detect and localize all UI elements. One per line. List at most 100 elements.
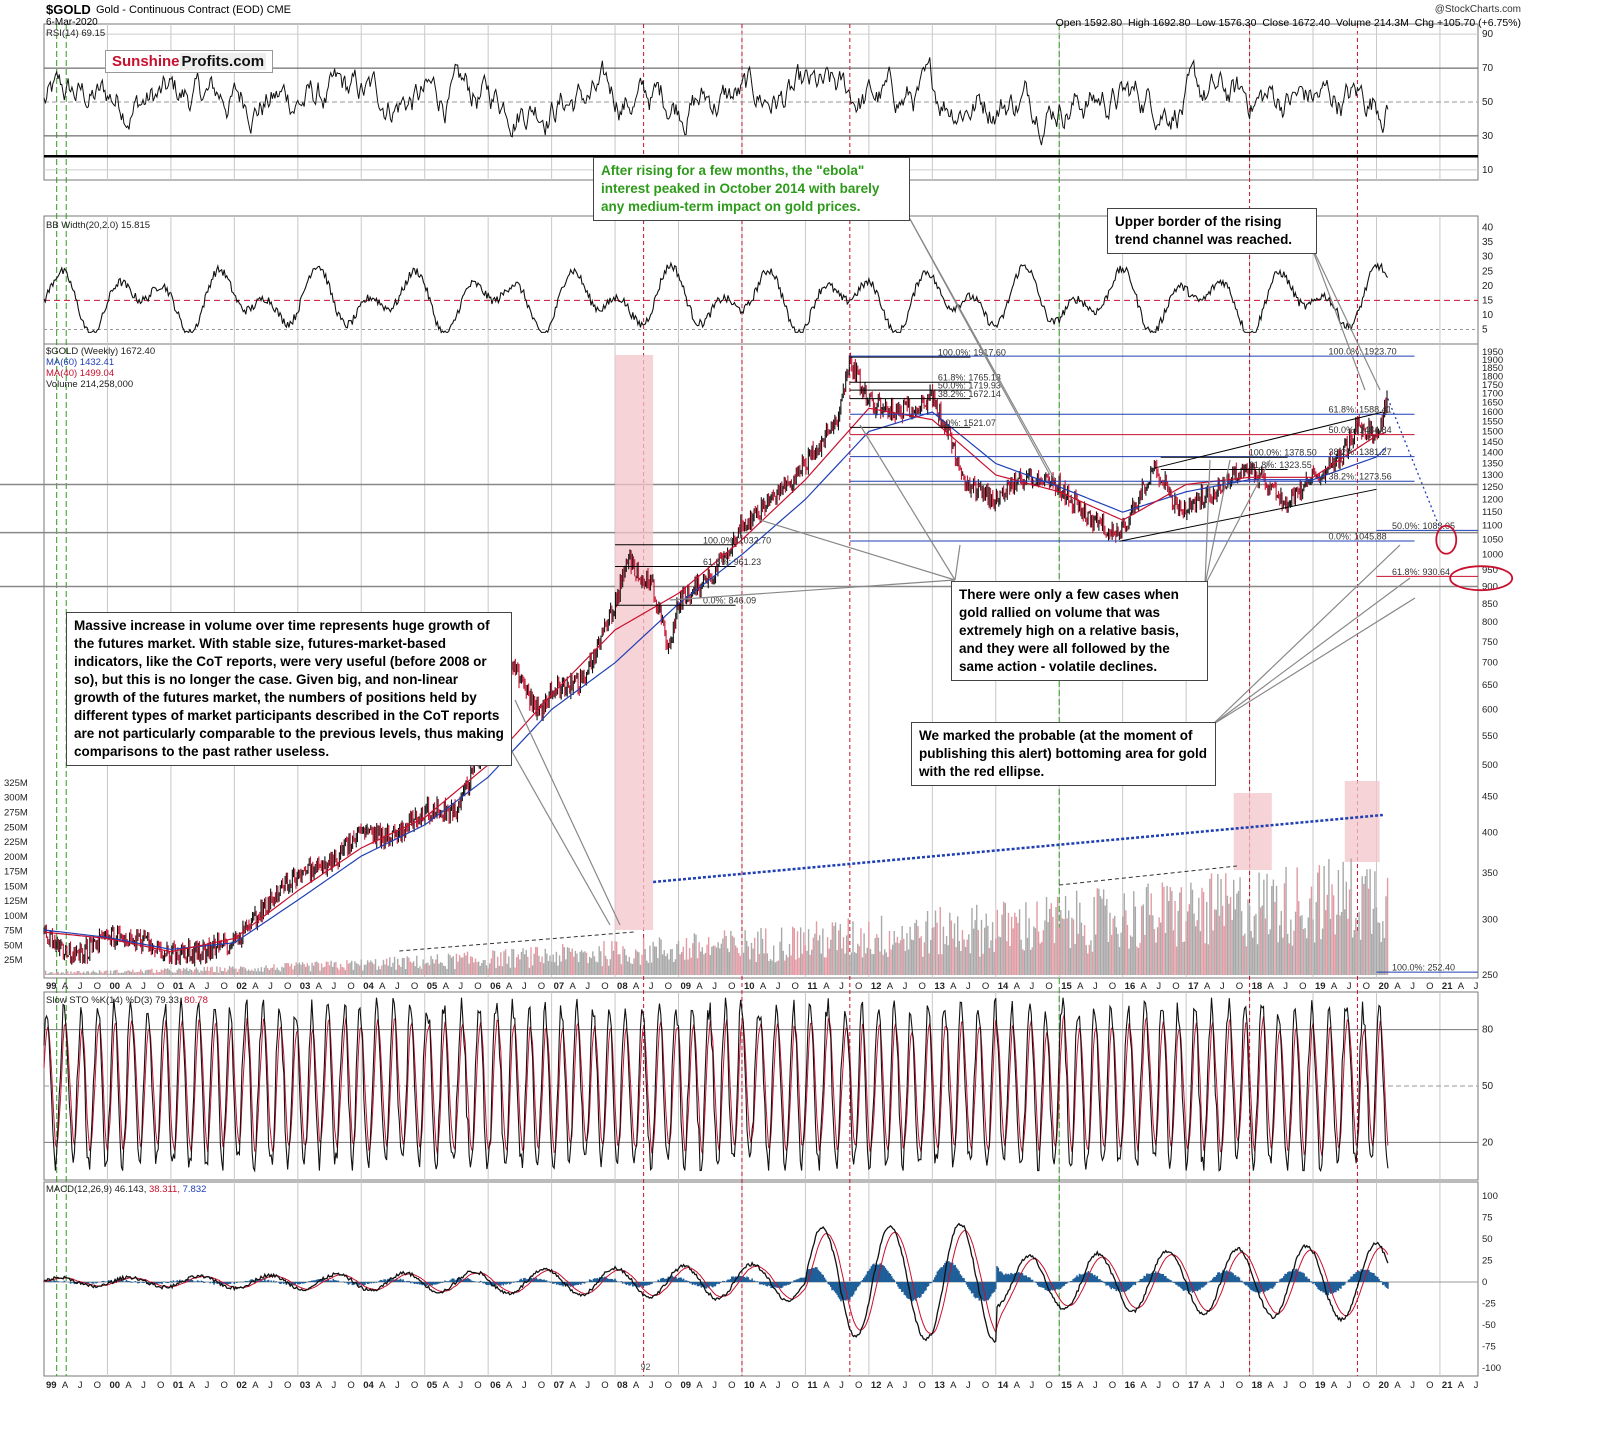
macd-tick-label: 100 — [1482, 1191, 1498, 1202]
volume-legend: Volume 214,258,000 — [46, 379, 134, 390]
x-axis-label: A — [1014, 1380, 1021, 1391]
x-axis-label: O — [982, 981, 989, 992]
x-axis-label: O — [918, 1380, 925, 1391]
x-axis-label: 13 — [934, 981, 945, 992]
x-axis-label: A — [1331, 1380, 1338, 1391]
price-tick-label: 700 — [1482, 658, 1498, 669]
x-axis-label: J — [1093, 1380, 1098, 1391]
x-axis-label: O — [411, 1380, 418, 1391]
fibonacci-label: 100.0%: 252.40 — [1392, 963, 1455, 973]
annotation-bottoming: We marked the probable (at the moment of… — [911, 722, 1216, 786]
x-axis-label: A — [887, 981, 894, 992]
x-axis-label: O — [982, 1380, 989, 1391]
x-axis-label: O — [1363, 981, 1370, 992]
x-axis-label: 99 — [46, 1380, 57, 1391]
x-axis-label: A — [1394, 1380, 1401, 1391]
high-value: 1692.80 — [1152, 17, 1191, 29]
x-axis-label: 10 — [744, 981, 755, 992]
price-tick-label: 1050 — [1482, 535, 1503, 546]
sunshine-profits-logo: Sunshine Profits.com — [105, 50, 274, 73]
price-tick-label: 1650 — [1482, 398, 1503, 409]
sto-d-value: 80.78 — [184, 995, 208, 1006]
x-axis-label: A — [443, 1380, 450, 1391]
ma40-text: MA(40) 1499.04 — [46, 368, 115, 379]
price-tick-label: 1550 — [1482, 417, 1503, 428]
macd-panel-frame — [43, 1181, 1479, 1377]
price-tick-label: 800 — [1482, 617, 1498, 628]
callout-pointer — [509, 747, 611, 926]
x-axis-label: J — [78, 981, 83, 992]
stockcharts-credit: @StockCharts.com — [1434, 4, 1521, 15]
x-axis-label: A — [696, 981, 703, 992]
price-tick-label: 1600 — [1482, 407, 1503, 418]
x-axis-label: 04 — [363, 1380, 374, 1391]
sto-tick-label: 20 — [1482, 1137, 1494, 1148]
annotation-ebola: After rising for a few months, the "ebol… — [593, 157, 910, 221]
price-tick-label: 1750 — [1482, 380, 1503, 391]
x-axis-label: A — [760, 981, 767, 992]
price-tick-label: 1300 — [1482, 470, 1503, 481]
fibonacci-label: 50.0%: 1484.84 — [1329, 425, 1392, 435]
x-axis-label: O — [1363, 1380, 1370, 1391]
x-axis-label: O — [220, 981, 227, 992]
x-axis-label: J — [712, 981, 717, 992]
macd-signal: 38.311, — [148, 1184, 180, 1195]
macd-tick-label: 75 — [1482, 1213, 1493, 1224]
x-axis-label: J — [78, 1380, 83, 1391]
price-tick-label: 850 — [1482, 599, 1498, 610]
x-axis-label: O — [94, 1380, 101, 1391]
x-axis-label: A — [189, 981, 196, 992]
callout-pointer — [1211, 577, 1411, 726]
volume-tick-label: 300M — [4, 793, 28, 804]
x-axis-label: A — [316, 981, 323, 992]
price-tick-label: 650 — [1482, 680, 1498, 691]
fibonacci-label: 50.0%: 1083.05 — [1392, 521, 1455, 531]
x-axis-label: J — [395, 981, 400, 992]
exchange-text: CME — [266, 4, 292, 16]
x-axis-label: 09 — [681, 981, 692, 992]
x-axis-label: J — [1029, 981, 1034, 992]
x-axis-label: A — [950, 981, 957, 992]
bbw-tick-label: 35 — [1482, 237, 1494, 248]
x-axis-label: A — [379, 1380, 386, 1391]
callout-pointer — [759, 519, 956, 581]
x-axis-label: A — [1458, 1380, 1465, 1391]
macd-tick-label: -50 — [1482, 1320, 1496, 1331]
x-axis-label: 03 — [300, 981, 311, 992]
x-axis-label: O — [538, 1380, 545, 1391]
x-axis-label: J — [1283, 1380, 1288, 1391]
fibonacci-label: 0.0%: 1521.07 — [938, 418, 996, 428]
x-axis-label: 05 — [427, 1380, 438, 1391]
bottom-ellipse-small — [1435, 524, 1458, 555]
x-axis-label: A — [1141, 1380, 1148, 1391]
x-axis-label: J — [1156, 1380, 1161, 1391]
x-axis-label: A — [1077, 1380, 1084, 1391]
price-tick-label: 1850 — [1482, 363, 1503, 374]
x-axis-label: O — [94, 981, 101, 992]
x-axis-label: J — [839, 1380, 844, 1391]
x-axis-label: J — [1093, 981, 1098, 992]
x-axis-label: 11 — [807, 981, 818, 992]
macd-tick-label: -25 — [1482, 1299, 1496, 1310]
bbw-tick-label: 25 — [1482, 266, 1494, 277]
price-tick-label: 1400 — [1482, 447, 1503, 458]
x-axis-label: O — [1236, 1380, 1243, 1391]
x-axis-label: J — [205, 981, 210, 992]
x-axis-label: 00 — [109, 1380, 120, 1391]
x-axis-label: 19 — [1315, 981, 1326, 992]
x-axis-label: A — [1204, 981, 1211, 992]
x-axis-label: J — [1410, 1380, 1415, 1391]
quote-line: Open 1592.80 High 1692.80 Low 1576.30 Cl… — [1056, 17, 1521, 29]
x-axis-label: J — [712, 1380, 717, 1391]
close-label: Close — [1262, 17, 1290, 29]
x-axis-label: 16 — [1125, 981, 1136, 992]
x-axis-label: J — [458, 981, 463, 992]
rsi-tick-label: 10 — [1482, 165, 1494, 176]
x-axis-label: O — [728, 981, 735, 992]
x-axis-label: J — [1220, 1380, 1225, 1391]
x-axis-label: A — [443, 981, 450, 992]
ma40-line — [43, 407, 1387, 953]
fibonacci-label: 61.8%: 961.23 — [703, 557, 761, 567]
volume-label: Volume — [1335, 17, 1371, 29]
annotation-upper-border: Upper border of the rising trend channel… — [1107, 208, 1317, 254]
